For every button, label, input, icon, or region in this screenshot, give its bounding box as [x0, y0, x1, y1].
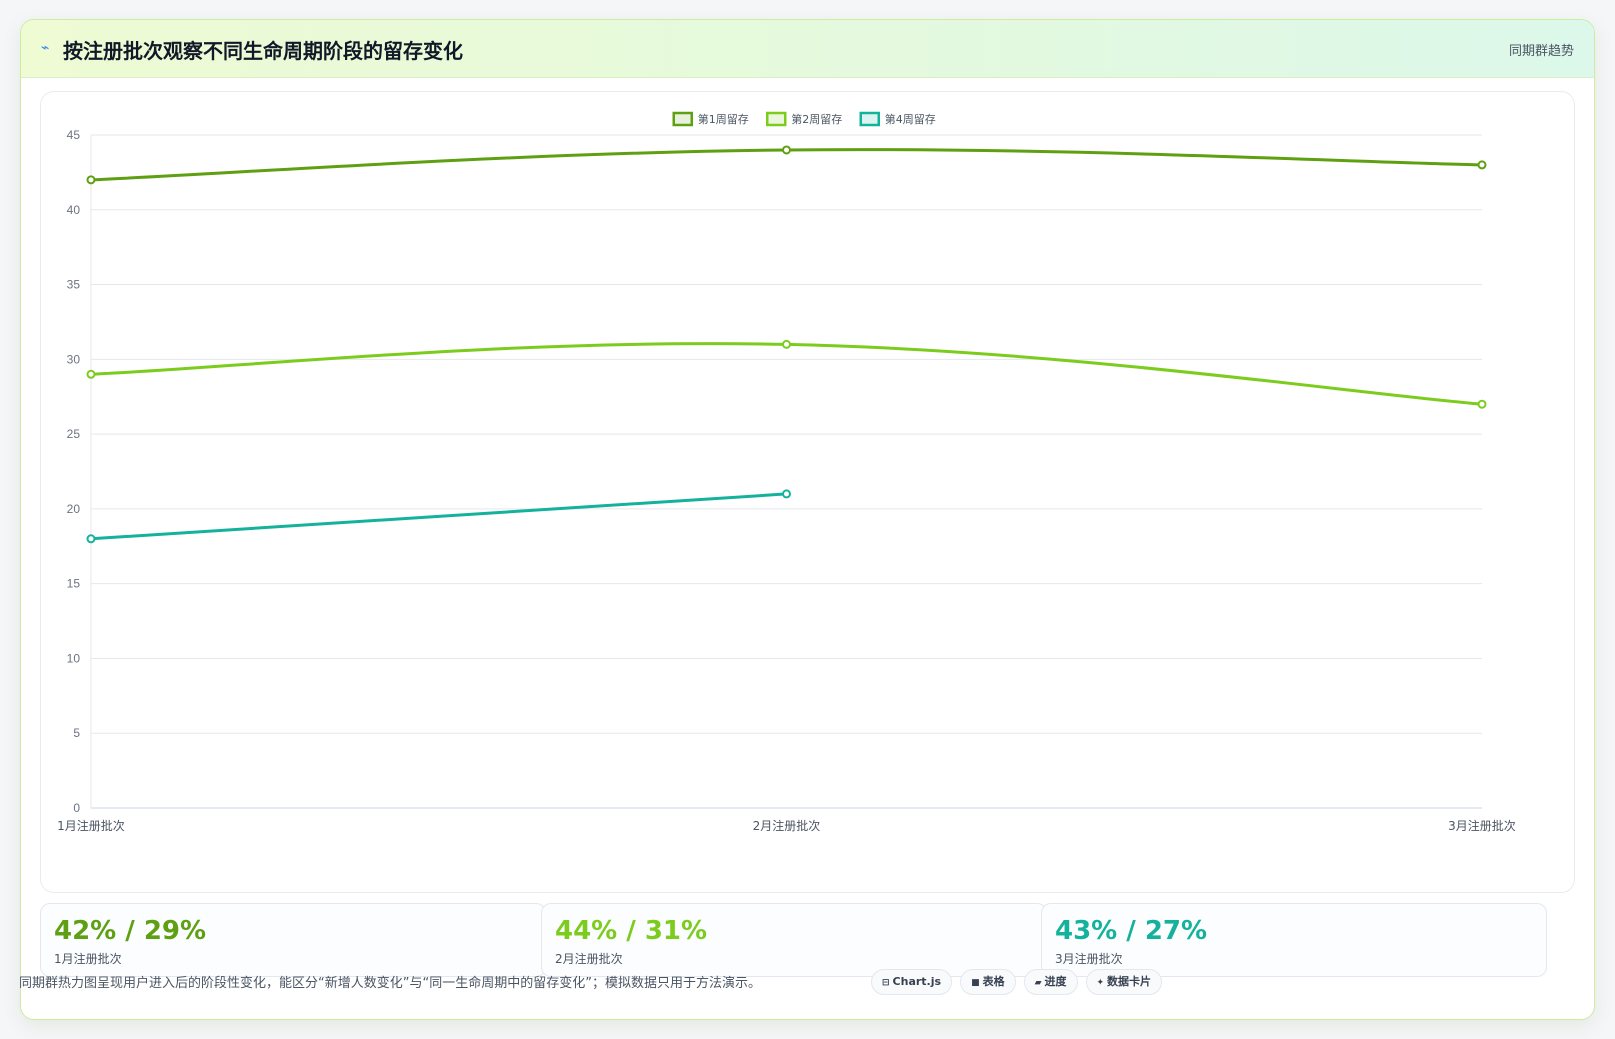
chip-label: 表格: [982, 975, 1005, 988]
legend-label: 第1周留存: [698, 112, 749, 126]
chart-card: ⌁ 按注册批次观察不同生命周期阶段的留存变化 同期群趋势 0 5 10 15 20 25 3…: [20, 19, 1595, 1020]
stat-value: 44% / 31%: [555, 916, 708, 946]
chip-label: 进度: [1044, 975, 1067, 988]
legend-label: 第4周留存: [885, 112, 936, 126]
footer-note: 同期群热力图呈现用户进入后的阶段性变化，能区分“新增人数变化”与“同一生命周期中…: [19, 976, 761, 991]
data-point: [782, 339, 791, 349]
chip-data-card[interactable]: ✦ 数据卡片: [1085, 969, 1163, 995]
data-point: [782, 489, 791, 499]
legend-swatch: [766, 111, 787, 127]
data-point: [1477, 160, 1487, 170]
y-tick-label: 35: [67, 278, 81, 292]
chip-progress[interactable]: ▰ 进度: [1023, 969, 1078, 995]
line-chart: 0 5 10 15 20 25 30 35 40 45 1月注册批次 2月注册批次 3月注册批次 第1周留…: [57, 111, 1516, 833]
chart-line-icon: ⌁: [41, 40, 50, 56]
stat-value: 43% / 27%: [1055, 916, 1208, 946]
data-point: [86, 534, 96, 544]
stat-card-1: 42% / 29% 1月注册批次: [40, 903, 546, 977]
y-tick-label: 30: [67, 352, 81, 366]
y-tick-label: 20: [67, 502, 81, 516]
stat-card-3: 43% / 27% 3月注册批次: [1041, 903, 1547, 977]
legend-swatch: [859, 111, 880, 127]
header-tag: 同期群趋势: [1508, 44, 1574, 59]
database-icon: ⊟: [882, 978, 890, 988]
stat-card-2: 44% / 31% 2月注册批次: [541, 903, 1047, 977]
x-tick-label: 3月注册批次: [1448, 818, 1516, 833]
chart-container: 0 5 10 15 20 25 30 35 40 45 1月注册批次 2月注册批次 3月注册批次 第1周留…: [40, 91, 1575, 893]
chip-chartjs[interactable]: ⊟ Chart.js: [871, 969, 953, 995]
table-icon: ■: [971, 978, 980, 988]
y-tick-label: 0: [73, 801, 80, 815]
series-line-3: [90, 492, 787, 541]
chip-label: 数据卡片: [1107, 975, 1152, 988]
x-tick-label: 2月注册批次: [753, 818, 821, 833]
sparkle-icon: ✦: [1096, 978, 1105, 988]
legend-label: 第2周留存: [791, 112, 842, 126]
x-tick-label: 1月注册批次: [57, 818, 125, 833]
progress-icon: ▰: [1034, 978, 1042, 988]
tech-chips: ⊟ Chart.js ■ 表格 ▰ 进度 ✦ 数据卡片: [871, 969, 1170, 997]
legend-swatch: [672, 111, 693, 127]
data-point: [86, 175, 96, 185]
stat-label: 3月注册批次: [1055, 952, 1123, 966]
y-tick-label: 15: [67, 577, 81, 591]
card-header: ⌁ 按注册批次观察不同生命周期阶段的留存变化 同期群趋势: [21, 20, 1594, 78]
stat-value: 42% / 29%: [54, 916, 207, 946]
page-title: 按注册批次观察不同生命周期阶段的留存变化: [63, 39, 463, 63]
y-tick-label: 25: [67, 427, 81, 441]
y-tick-label: 5: [73, 726, 80, 740]
y-tick-label: 40: [67, 203, 81, 217]
stat-label: 1月注册批次: [54, 952, 122, 966]
data-point: [86, 369, 96, 379]
chip-label: Chart.js: [892, 975, 942, 988]
y-tick-label: 45: [67, 128, 81, 142]
series-line-2: [90, 342, 1483, 406]
data-point: [1477, 399, 1487, 409]
stat-label: 2月注册批次: [555, 952, 623, 966]
data-point: [782, 145, 791, 155]
chip-table[interactable]: ■ 表格: [960, 969, 1016, 995]
y-tick-label: 10: [67, 651, 81, 665]
